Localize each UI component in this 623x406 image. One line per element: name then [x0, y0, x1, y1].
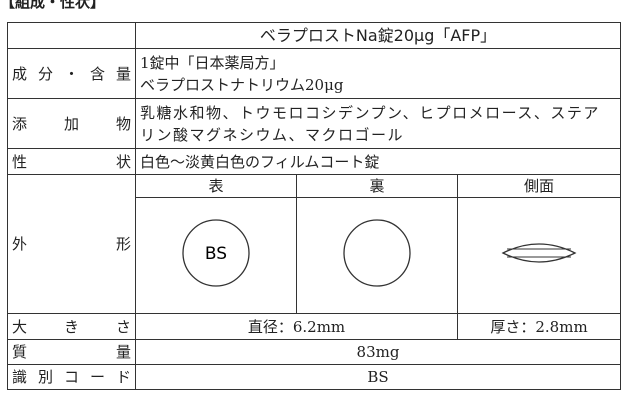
cell: 表 — [135, 174, 297, 198]
cell: 83mg — [134, 339, 622, 365]
line: 1錠中「日本薬局方」 — [140, 53, 285, 72]
cell: BS — [134, 364, 622, 390]
product-name: ベラプロストNa錠20μg「AFP」 — [134, 22, 622, 49]
cell: 厚さ：2.8mm — [456, 313, 622, 340]
front-view: BS — [182, 218, 250, 287]
cell: BS — [135, 197, 297, 314]
row-label: 大きさ — [7, 313, 136, 340]
row-label: 外形 — [7, 174, 136, 314]
row-label: 質量 — [7, 339, 136, 365]
side-view — [501, 242, 577, 263]
cell: 側面 — [456, 174, 622, 198]
cell — [296, 197, 458, 314]
spec-table: ベラプロストNa錠20μg「AFP」 成分・含量 1錠中「日本薬局方」ベラプロス… — [7, 22, 622, 390]
heading: 【組成・性状】 — [0, 0, 106, 11]
row-label: 性状 — [7, 148, 136, 175]
imprint: BS — [205, 244, 227, 264]
row-label: 成分・含量 — [7, 48, 136, 99]
line: ベラプロストナトリウム20μg — [140, 75, 344, 94]
cell: 1錠中「日本薬局方」ベラプロストナトリウム20μg — [134, 48, 622, 99]
row-label: 添加物 — [7, 98, 136, 149]
row-label: 識別コード — [7, 364, 136, 390]
cell: 乳糖水和物、トウモロコシデンプン、ヒプロメロース、ステアリン酸マグネシウム、マク… — [134, 98, 622, 149]
back-view — [343, 218, 411, 287]
cell — [456, 197, 622, 314]
cell: 直径：6.2mm — [135, 313, 458, 340]
cell: 裏 — [296, 174, 458, 198]
cell: 白色～淡黄白色のフィルムコート錠 — [134, 148, 622, 175]
